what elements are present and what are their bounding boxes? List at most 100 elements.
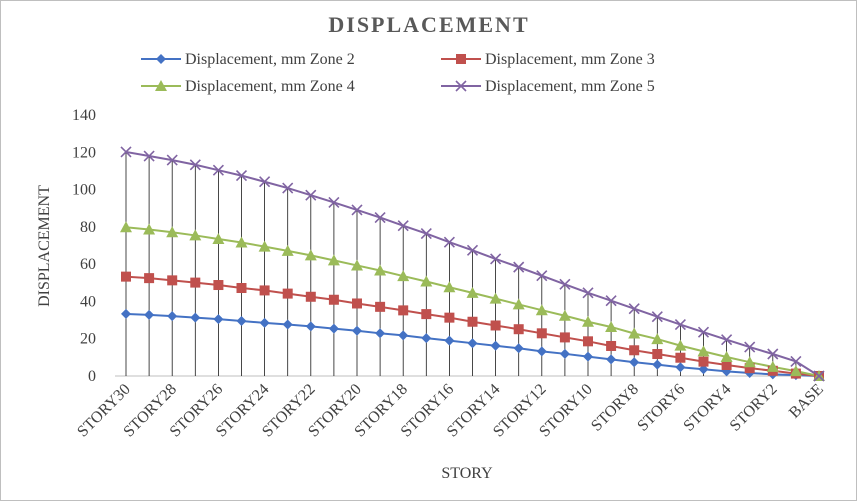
y-tick-label: 120 — [72, 144, 96, 161]
data-point-zone-5 — [513, 261, 525, 273]
x-tick-label: BASE — [786, 381, 827, 422]
data-point-zone-4 — [628, 327, 641, 339]
data-point-zone-5 — [259, 176, 271, 188]
x-axis-ticks: STORY30STORY28STORY26STORY24STORY22STORY… — [74, 381, 827, 441]
y-axis-ticks: 0 20 40 60 80 100 120 140 — [72, 107, 96, 385]
data-point-zone-3 — [352, 298, 362, 309]
data-point-zone-4 — [697, 345, 710, 357]
data-point-zone-3 — [144, 273, 155, 284]
data-point-zone-2 — [398, 330, 409, 341]
data-point-zone-2 — [375, 328, 386, 339]
data-point-zone-4 — [766, 360, 779, 372]
data-point-zone-5 — [212, 164, 224, 176]
legend-marker — [456, 54, 466, 64]
data-point-zone-5 — [189, 159, 201, 171]
y-tick-label: 140 — [72, 107, 96, 124]
data-point-zone-2 — [121, 308, 131, 319]
data-point-zone-4 — [720, 350, 733, 362]
data-point-zone-5 — [120, 146, 132, 158]
data-point-zone-4 — [489, 292, 502, 304]
data-point-zone-3 — [121, 271, 131, 282]
data-point-zone-5 — [697, 326, 710, 338]
data-point-zone-4 — [651, 333, 664, 345]
data-point-zone-4 — [166, 226, 179, 238]
data-point-zone-3 — [305, 291, 316, 302]
data-point-zone-3 — [698, 356, 709, 367]
legend-entry-zone-4: Displacement, mm Zone 4 — [141, 78, 355, 95]
data-point-zone-5 — [559, 278, 571, 290]
data-point-zone-3 — [536, 328, 547, 339]
data-point-zone-4 — [789, 365, 802, 377]
data-point-zone-4 — [397, 270, 410, 282]
data-point-zone-3 — [236, 283, 247, 294]
data-point-zone-3 — [583, 336, 593, 347]
data-point-zone-3 — [167, 275, 178, 286]
data-point-zone-2 — [213, 314, 224, 325]
x-tick-label: STORY8 — [588, 381, 642, 435]
legend-entry-zone-3: Displacement, mm Zone 3 — [441, 51, 655, 68]
data-point-zone-2 — [190, 312, 201, 323]
data-point-zone-5 — [605, 295, 617, 307]
data-point-zone-4 — [443, 281, 456, 293]
data-point-zone-2 — [144, 309, 155, 320]
data-point-zone-4 — [420, 275, 433, 287]
data-point-zone-5 — [305, 189, 317, 201]
y-tick-label: 100 — [72, 182, 96, 199]
data-point-zone-2 — [629, 357, 640, 368]
data-point-zone-4 — [558, 309, 571, 321]
data-point-zone-5 — [744, 341, 756, 353]
legend-entry-zone-5: Displacement, mm Zone 5 — [441, 78, 655, 95]
data-point-zone-5 — [443, 236, 455, 248]
legend-marker — [156, 54, 166, 64]
legend-label: Displacement, mm Zone 5 — [485, 78, 655, 95]
data-point-zone-4 — [120, 221, 132, 233]
data-point-zone-4 — [351, 259, 363, 271]
data-point-zone-4 — [512, 298, 525, 310]
data-point-zone-4 — [189, 229, 202, 241]
data-point-zone-5 — [143, 150, 155, 162]
data-point-zone-4 — [281, 244, 294, 256]
legend-label: Displacement, mm Zone 2 — [185, 51, 355, 68]
data-point-zone-3 — [282, 288, 293, 299]
legend: Displacement, mm Zone 2 Displacement, mm … — [141, 51, 655, 95]
data-point-zone-5 — [328, 196, 340, 209]
x-tick-label: STORY4 — [680, 381, 734, 435]
data-point-zone-5 — [490, 253, 502, 265]
data-point-zone-3 — [513, 324, 524, 335]
data-point-zone-5 — [536, 270, 548, 282]
data-point-zone-2 — [606, 354, 617, 365]
y-tick-label: 60 — [80, 256, 96, 273]
data-point-zone-3 — [190, 277, 201, 288]
data-point-zone-5 — [721, 334, 733, 346]
data-point-zone-2 — [167, 311, 178, 322]
data-point-zone-4 — [374, 264, 387, 276]
data-point-zone-3 — [467, 316, 478, 327]
data-point-zone-2 — [559, 348, 570, 359]
y-axis-title: DISPLACEMENT — [36, 185, 53, 307]
data-point-zone-2 — [490, 340, 501, 351]
data-point-zone-4 — [535, 304, 548, 316]
data-point-zone-4 — [466, 286, 479, 298]
data-point-zone-5 — [674, 318, 686, 331]
data-point-zone-5 — [166, 154, 178, 166]
data-point-zone-2 — [259, 317, 270, 328]
legend-entry-zone-2: Displacement, mm Zone 2 — [141, 51, 355, 68]
y-tick-label: 20 — [80, 331, 96, 348]
data-point-zone-2 — [236, 316, 247, 327]
legend-marker — [455, 80, 467, 92]
data-point-zone-4 — [143, 223, 156, 235]
data-point-zone-5 — [282, 182, 294, 194]
data-point-zone-3 — [398, 305, 409, 316]
data-point-zone-2 — [583, 351, 593, 362]
data-point-zone-5 — [651, 311, 663, 323]
legend-marker — [155, 80, 167, 91]
data-point-zone-4 — [743, 356, 756, 368]
data-point-zone-4 — [304, 249, 317, 261]
data-point-zone-3 — [213, 280, 224, 291]
data-point-zone-3 — [744, 363, 755, 374]
chart-title: DISPLACEMENT — [328, 12, 529, 37]
data-point-zone-2 — [421, 333, 432, 344]
data-point-zone-3 — [721, 360, 732, 371]
series-markers — [120, 146, 825, 382]
